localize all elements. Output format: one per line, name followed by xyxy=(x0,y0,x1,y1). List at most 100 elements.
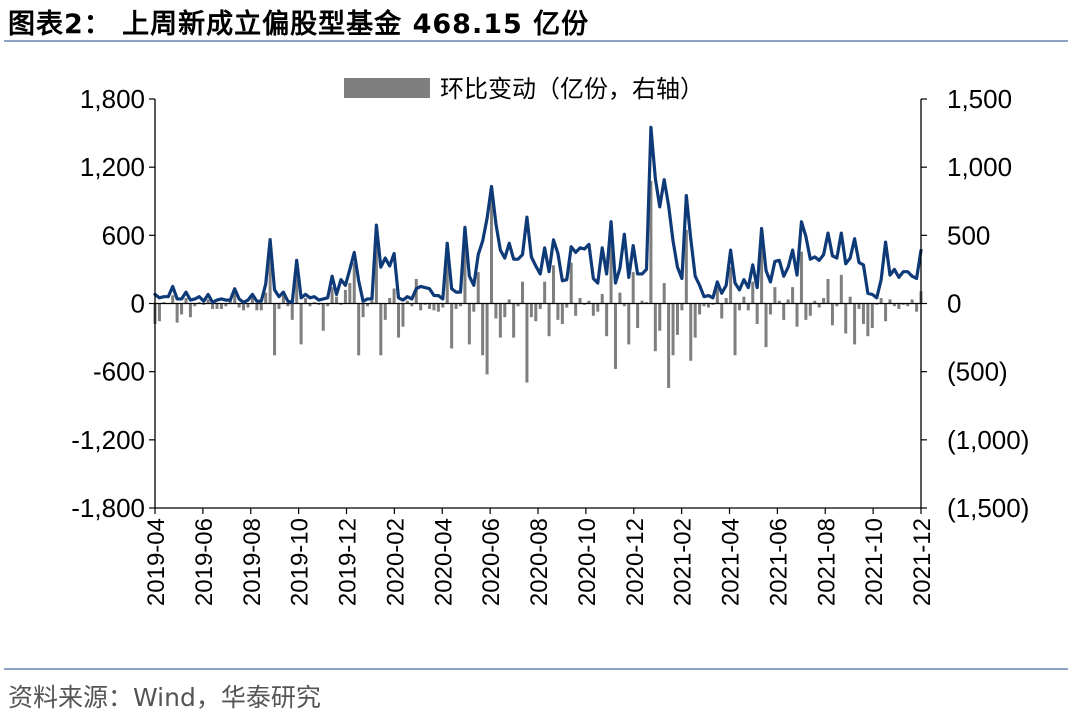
bar xyxy=(498,303,502,338)
x-tick-label: 2021-04 xyxy=(718,518,745,606)
x-tick-label: 2020-04 xyxy=(430,518,457,606)
bar xyxy=(405,300,409,304)
bar xyxy=(401,303,405,327)
bar xyxy=(897,303,901,309)
bar xyxy=(410,303,414,307)
bar xyxy=(374,228,378,304)
bar xyxy=(255,303,259,311)
bar xyxy=(259,303,263,311)
bar-series xyxy=(153,180,923,389)
bar xyxy=(857,303,861,309)
bar xyxy=(529,303,533,318)
bar xyxy=(662,283,666,304)
bar xyxy=(335,296,339,304)
x-tick-label: 2020-10 xyxy=(574,518,601,606)
x-tick-label: 2020-02 xyxy=(382,518,409,606)
source-note: 资料来源：Wind，华泰研究 xyxy=(8,683,321,712)
bar xyxy=(822,298,826,304)
bar xyxy=(596,303,600,312)
left-tick-label: 0 xyxy=(131,289,145,319)
bar xyxy=(724,298,728,304)
bar xyxy=(875,303,879,305)
bar xyxy=(711,303,715,305)
left-tick-label: -1,200 xyxy=(71,425,145,455)
bar xyxy=(445,242,449,304)
bar xyxy=(476,272,480,304)
bar xyxy=(578,298,582,304)
bar xyxy=(543,281,547,304)
bar xyxy=(538,303,542,309)
bar xyxy=(481,303,485,356)
bar xyxy=(516,303,520,307)
bar xyxy=(813,300,817,304)
left-tick-label: -1,800 xyxy=(71,493,145,523)
series-line xyxy=(153,125,923,304)
bar xyxy=(281,295,285,304)
bar xyxy=(866,303,870,337)
bar xyxy=(649,180,653,304)
right-tick-label: (500) xyxy=(947,357,1008,387)
bar xyxy=(817,303,821,308)
bar xyxy=(428,303,432,309)
bar xyxy=(242,303,246,311)
figure-title: 图表2： 上周新成立偏股型基金 468.15 亿份 xyxy=(8,9,590,40)
bar xyxy=(317,303,321,305)
left-tick-label: -600 xyxy=(93,357,145,387)
bar xyxy=(326,303,330,307)
bar xyxy=(582,303,586,305)
x-tick-label: 2021-06 xyxy=(765,518,792,606)
bar xyxy=(180,303,184,315)
bar xyxy=(366,303,370,307)
bar xyxy=(507,299,511,304)
bar xyxy=(472,303,476,312)
left-tick-label: 1,200 xyxy=(80,152,145,182)
bar xyxy=(534,303,538,322)
bar xyxy=(853,303,857,345)
right-tick-label: 500 xyxy=(947,220,990,250)
bar xyxy=(729,266,733,304)
bar xyxy=(383,303,387,320)
bar xyxy=(826,278,830,304)
bar xyxy=(290,303,294,320)
bar xyxy=(551,265,555,304)
bar xyxy=(525,303,529,383)
bar xyxy=(565,303,569,308)
bar xyxy=(485,303,489,375)
bar xyxy=(631,272,635,304)
right-tick-label: 1,000 xyxy=(947,152,1012,182)
bar xyxy=(392,288,396,304)
bar xyxy=(791,287,795,304)
bar xyxy=(773,287,777,304)
bar xyxy=(839,274,843,304)
bar xyxy=(830,303,834,326)
bar xyxy=(680,303,684,311)
left-tick-label: 1,800 xyxy=(80,84,145,114)
bar xyxy=(627,303,631,345)
bar xyxy=(768,303,772,315)
bar xyxy=(197,302,201,304)
bar xyxy=(211,303,215,309)
bar xyxy=(295,269,299,304)
bar xyxy=(746,303,750,311)
bar xyxy=(760,246,764,304)
bar xyxy=(264,292,268,304)
axes: 1,800 1,500 1,200 1,000 600 500 0 0 -600 (500) -1,… xyxy=(71,84,1029,606)
legend-swatch xyxy=(344,78,430,98)
bar xyxy=(370,300,374,304)
bar xyxy=(755,303,759,324)
x-tick-label: 2019-08 xyxy=(239,518,266,606)
bar xyxy=(467,303,471,345)
bar xyxy=(202,303,206,305)
bar xyxy=(915,303,919,312)
bar xyxy=(441,303,445,308)
bar xyxy=(184,298,188,304)
bar xyxy=(698,303,702,315)
x-tick-label: 2021-10 xyxy=(861,518,888,606)
bar xyxy=(224,303,228,307)
legend-label: 环比变动（亿份，右轴） xyxy=(440,75,704,103)
bar xyxy=(636,303,640,329)
bar xyxy=(250,293,254,304)
bar xyxy=(321,303,325,331)
bar xyxy=(804,303,808,320)
x-tick-label: 2020-06 xyxy=(478,518,505,606)
